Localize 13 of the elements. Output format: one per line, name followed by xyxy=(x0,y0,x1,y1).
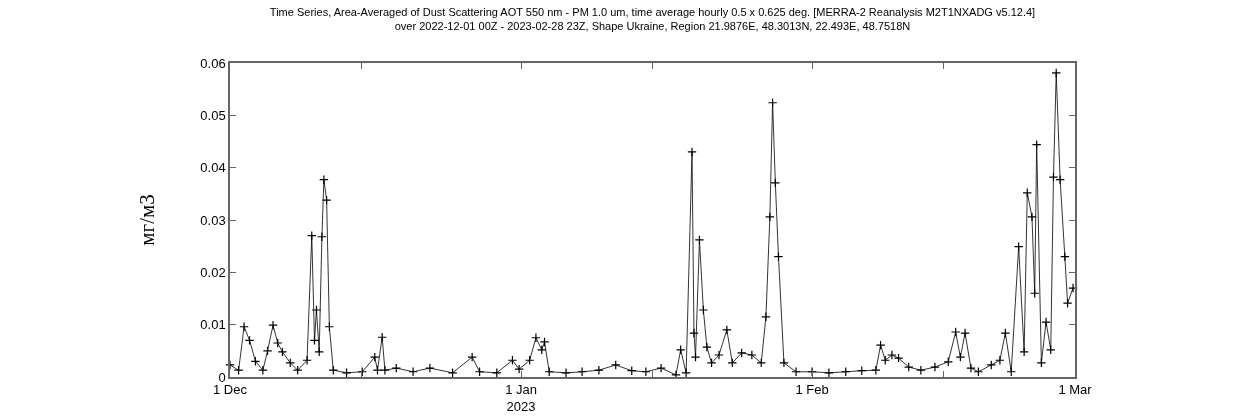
y-tick-label: 0.03 xyxy=(200,212,226,228)
chart-title: Time Series, Area-Averaged of Dust Scattering AOT 550 nm - PM 1.0 um, time average hourly 0.5 x 0.625 deg. [MERRA-2 Reanalysis M2T1NXADG v5.12.4] over 2022-12-01 00Z - 2023-02-28 23Z, Shape Ukraine, Region 21.9876E, 48.3013N, 22.493E, 48.7518N xyxy=(269,5,1036,33)
x-tick-label: 1 Feb xyxy=(795,382,829,398)
y-tick-label: 0.04 xyxy=(200,160,226,176)
y-axis-title: мг/м3 xyxy=(134,194,159,246)
y-tick-label: 0.01 xyxy=(200,317,226,333)
y-tick-label: 0 xyxy=(218,369,226,385)
y-tick-label: 0.05 xyxy=(200,107,226,123)
x-tick-label: 1 Dec xyxy=(213,382,248,398)
y-tick-label: 0.06 xyxy=(200,55,226,71)
x-tick-label: 1 Jan 2023 xyxy=(505,382,537,415)
y-tick-label: 0.02 xyxy=(200,264,226,280)
x-tick-label: 1 Mar xyxy=(1058,382,1093,398)
